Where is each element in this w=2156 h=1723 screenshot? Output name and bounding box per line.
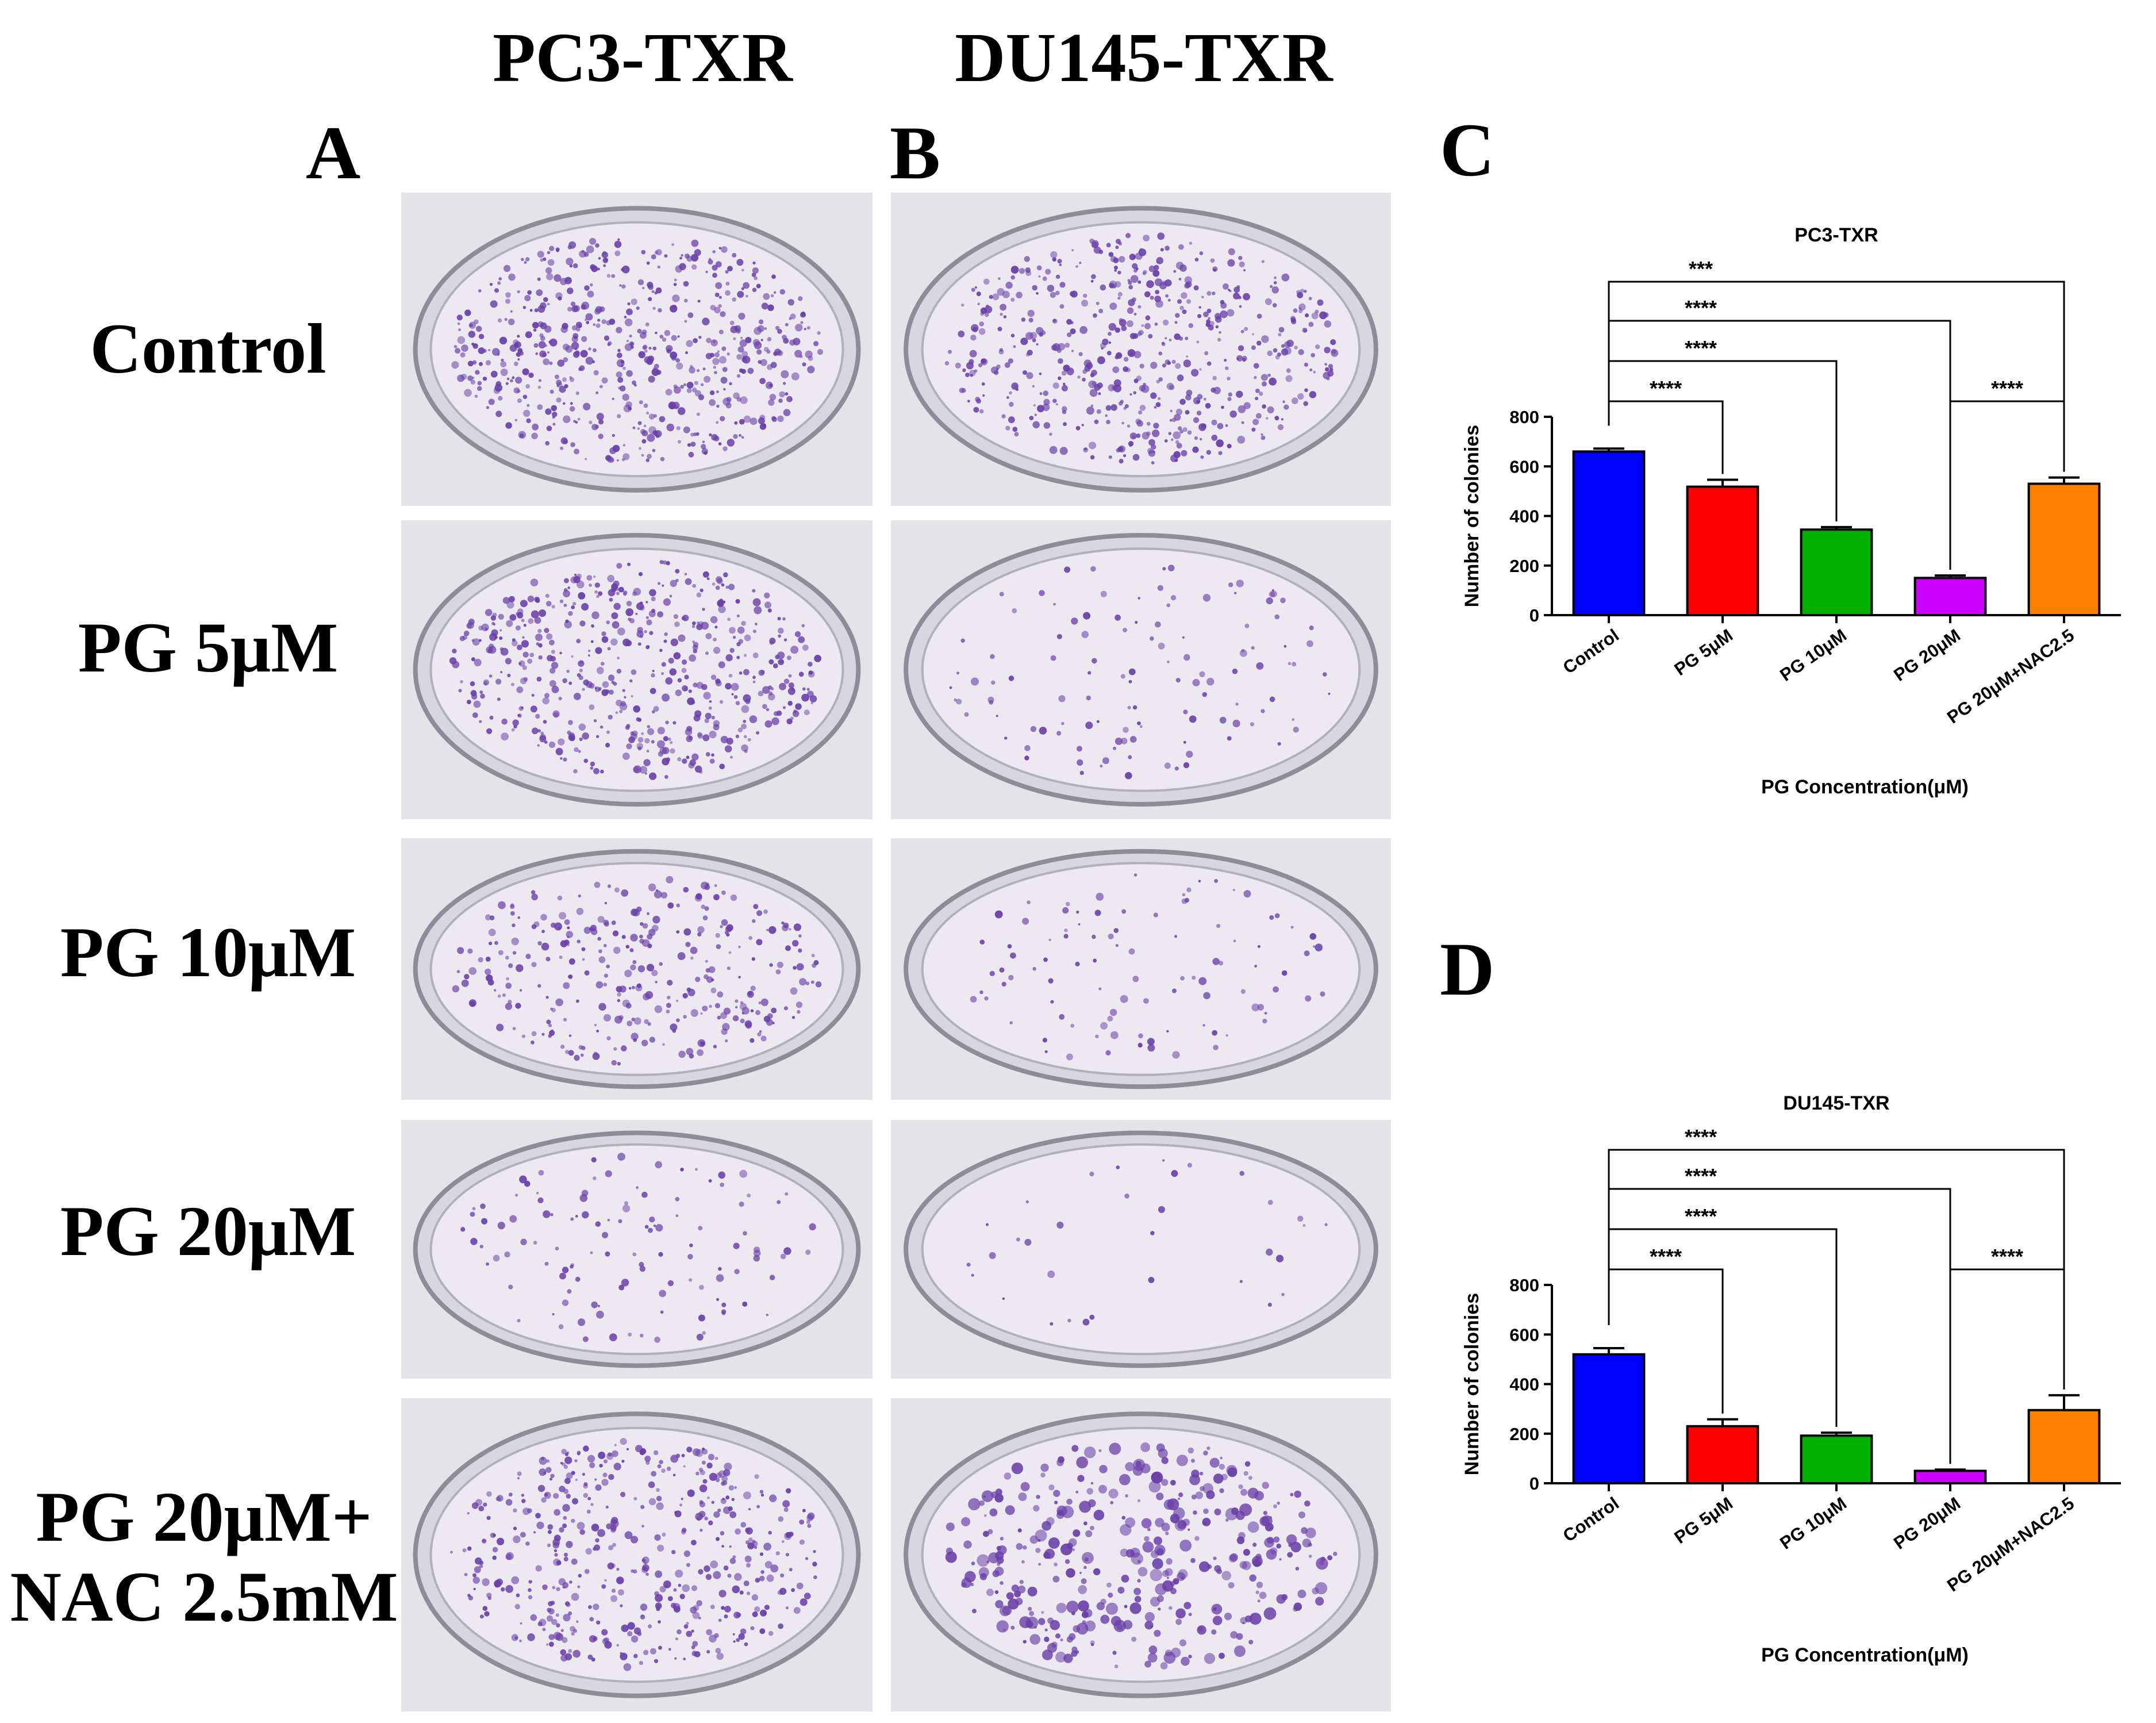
chart-c-bar-4 [2027, 482, 2101, 616]
chart-c-bar-2 [1800, 528, 1873, 616]
chart-d-y-tick-label: 0 [1529, 1473, 1539, 1494]
chart-d-bar-1 [1686, 1425, 1759, 1484]
chart-d-error-bar-4 [2048, 1394, 2080, 1410]
chart-c-x-tick-label-2: PG 10μM [1776, 625, 1850, 685]
chart-c-svg: PC3-TXR 0 200 400 600 800 Number of colonies Co… [1461, 224, 2121, 798]
chart-c-x-tick-label-3: PG 20μM [1890, 625, 1964, 685]
chart-d-significance-label-3: **** [1685, 1164, 1717, 1188]
chart-c-pc3: PC3-TXR 0 200 400 600 800 Number of colonies Co… [1425, 218, 2132, 805]
panel-letter-d: D [1440, 927, 1495, 1011]
chart-d-x-tick-label-3: PG 20μM [1890, 1493, 1964, 1553]
chart-d-significance-label-4: **** [1685, 1125, 1717, 1149]
row-label-pg20-nac: PG 20μM+ NAC 2.5mM [10, 1478, 398, 1637]
chart-c-significance-bracket-3: **** [1608, 296, 1951, 570]
chart-c-y-tick-label: 800 [1509, 407, 1539, 427]
chart-c-bar-3 [1913, 577, 1987, 616]
chart-c-error-bar-2 [1820, 525, 1853, 530]
chart-c-y-tick-label: 600 [1509, 456, 1539, 477]
chart-c-x-tick-label-0: Control [1559, 625, 1623, 678]
chart-d-x-tick-label-0: Control [1559, 1493, 1623, 1546]
plate-photo-pc3-row-2 [401, 520, 873, 819]
chart-c-y-label: Number of colonies [1461, 425, 1483, 607]
chart-d-x-tick-label-2: PG 10μM [1776, 1493, 1850, 1553]
row-label-pg5-text: PG 5μM [78, 608, 339, 687]
chart-d-significance-bracket-3: **** [1608, 1164, 1951, 1464]
plate-photo-du145-row-3 [891, 838, 1391, 1100]
chart-c-error-bar-4 [2048, 476, 2080, 484]
chart-d-significance-label-1: **** [1991, 1245, 2023, 1268]
chart-d-svg: DU145-TXR 0 200 400 600 800 Number of colonies… [1461, 1092, 2121, 1666]
chart-c-bar-1 [1686, 485, 1759, 616]
column-header-pc3: PC3-TXR [493, 19, 793, 97]
chart-d-y-label: Number of colonies [1461, 1293, 1483, 1475]
chart-d-significance-label-2: **** [1685, 1204, 1717, 1228]
plate-photo-du145-row-5 [891, 1398, 1391, 1712]
chart-c-significance-label-3: **** [1685, 296, 1717, 320]
chart-c-y-tick-label: 400 [1509, 506, 1539, 527]
chart-c-x-tick-label-1: PG 5μM [1670, 625, 1736, 680]
chart-d-y-tick-label: 800 [1509, 1275, 1539, 1295]
chart-d-significance-bracket-4: **** [1608, 1125, 2065, 1390]
chart-d-bar-0 [1572, 1353, 1646, 1484]
row-label-pg20-nac-line1: PG 20μM+ [36, 1478, 372, 1556]
chart-d-bar-2 [1800, 1434, 1873, 1485]
chart-c-significance-label-1: **** [1991, 377, 2023, 400]
row-label-pg20: PG 20μM [60, 1196, 356, 1267]
row-label-control: Control [90, 313, 326, 385]
chart-c-significance-bracket-4: *** [1608, 257, 2065, 472]
row-label-pg20-nac-line2: NAC 2.5mM [10, 1557, 398, 1636]
chart-c-y-tick-label: 200 [1509, 556, 1539, 576]
chart-c-significance-label-4: *** [1689, 257, 1713, 281]
chart-d-x-label: PG Concentration(μM) [1761, 1644, 1969, 1666]
plate-photo-du145-row-1 [891, 193, 1391, 506]
panel-letter-b: B [890, 110, 941, 195]
row-label-pg10: PG 10μM [60, 917, 356, 988]
plate-photo-du145-row-4 [891, 1120, 1391, 1379]
plate-photo-pc3-row-4 [401, 1120, 873, 1379]
chart-c-x-label: PG Concentration(μM) [1761, 776, 1969, 798]
chart-d-title: DU145-TXR [1783, 1092, 1889, 1114]
chart-c-x-tick-label-4: PG 20μM+NAC2.5 [1943, 625, 2078, 727]
chart-d-y-tick-label: 200 [1509, 1424, 1539, 1444]
row-label-pg10-text: PG 10μM [60, 913, 356, 992]
chart-d-bar-3 [1913, 1469, 1987, 1484]
plate-photo-pc3-row-5 [401, 1398, 873, 1712]
chart-c-significance-label-0: **** [1650, 377, 1682, 400]
chart-c-title: PC3-TXR [1794, 224, 1878, 246]
chart-d-significance-label-0: **** [1650, 1245, 1682, 1268]
chart-d-du145: DU145-TXR 0 200 400 600 800 Number of colonies… [1425, 1087, 2132, 1679]
chart-d-y-tick-label: 400 [1509, 1375, 1539, 1395]
panel-letter-c: C [1440, 108, 1495, 192]
row-label-pg5: PG 5μM [78, 612, 339, 684]
chart-d-error-bar-1 [1707, 1418, 1739, 1426]
chart-d-error-bar-2 [1820, 1432, 1853, 1436]
chart-c-bar-0 [1572, 450, 1646, 616]
column-header-du145: DU145-TXR [955, 19, 1333, 97]
plate-photo-pc3-row-3 [401, 838, 873, 1100]
chart-d-error-bar-0 [1593, 1346, 1625, 1354]
chart-d-x-tick-label-1: PG 5μM [1670, 1493, 1736, 1548]
panel-letter-a: A [306, 110, 361, 195]
chart-c-significance-label-2: **** [1685, 336, 1717, 360]
chart-d-bar-4 [2027, 1409, 2101, 1484]
chart-c-error-bar-0 [1593, 447, 1625, 452]
chart-c-error-bar-1 [1707, 478, 1739, 487]
row-label-control-text: Control [90, 309, 326, 388]
chart-d-error-bar-3 [1934, 1468, 1966, 1471]
row-label-pg20-text: PG 20μM [60, 1192, 356, 1271]
plate-photo-pc3-row-1 [401, 193, 873, 506]
chart-d-y-tick-label: 600 [1509, 1325, 1539, 1345]
chart-c-y-tick-label: 0 [1529, 605, 1539, 626]
chart-c-error-bar-3 [1934, 574, 1966, 578]
chart-d-x-tick-label-4: PG 20μM+NAC2.5 [1943, 1493, 2078, 1595]
plate-photo-du145-row-2 [891, 520, 1391, 819]
